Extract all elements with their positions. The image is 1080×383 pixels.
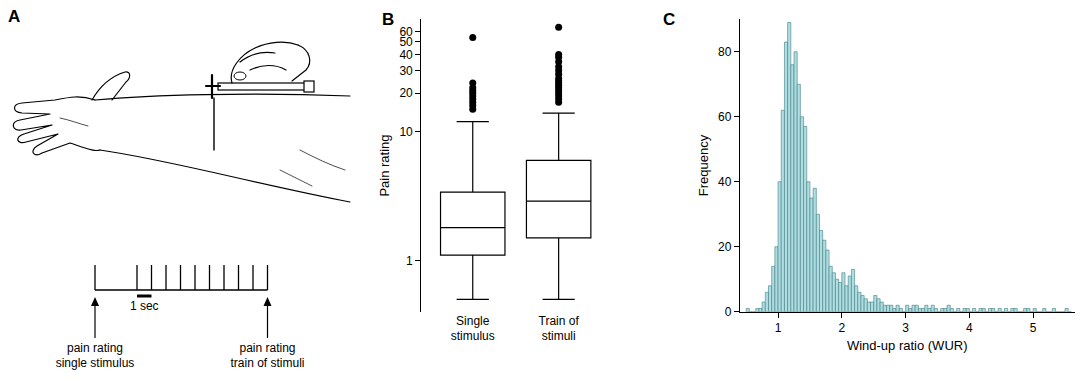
svg-text:50: 50 — [399, 35, 413, 49]
svg-text:Train ofstimuli: Train ofstimuli — [539, 314, 580, 344]
svg-text:40: 40 — [718, 175, 732, 189]
svg-text:40: 40 — [399, 48, 413, 62]
svg-text:Pain rating: Pain rating — [377, 134, 392, 196]
svg-text:60: 60 — [718, 110, 732, 124]
svg-text:Frequency: Frequency — [696, 134, 711, 196]
svg-text:60: 60 — [399, 25, 413, 39]
svg-text:Singlestimulus: Singlestimulus — [451, 314, 495, 344]
svg-text:10: 10 — [399, 125, 413, 139]
svg-text:C: C — [663, 10, 675, 29]
svg-text:4: 4 — [966, 321, 973, 335]
svg-text:20: 20 — [399, 86, 413, 100]
svg-text:0: 0 — [725, 305, 732, 319]
svg-text:80: 80 — [718, 45, 732, 59]
svg-text:B: B — [382, 10, 394, 29]
svg-text:1 sec: 1 sec — [130, 299, 159, 313]
svg-text:1: 1 — [775, 321, 782, 335]
svg-text:30: 30 — [399, 64, 413, 78]
svg-text:1: 1 — [406, 254, 413, 268]
svg-text:pain rating: pain rating — [239, 341, 295, 355]
svg-text:20: 20 — [718, 240, 732, 254]
svg-text:2: 2 — [838, 321, 845, 335]
svg-text:single stimulus: single stimulus — [56, 356, 135, 370]
svg-text:3: 3 — [902, 321, 909, 335]
svg-text:pain rating: pain rating — [67, 341, 123, 355]
svg-text:A: A — [8, 7, 20, 26]
svg-text:Wind-up ratio (WUR): Wind-up ratio (WUR) — [847, 338, 968, 353]
svg-text:train of stimuli: train of stimuli — [230, 356, 304, 370]
svg-text:5: 5 — [1030, 321, 1037, 335]
